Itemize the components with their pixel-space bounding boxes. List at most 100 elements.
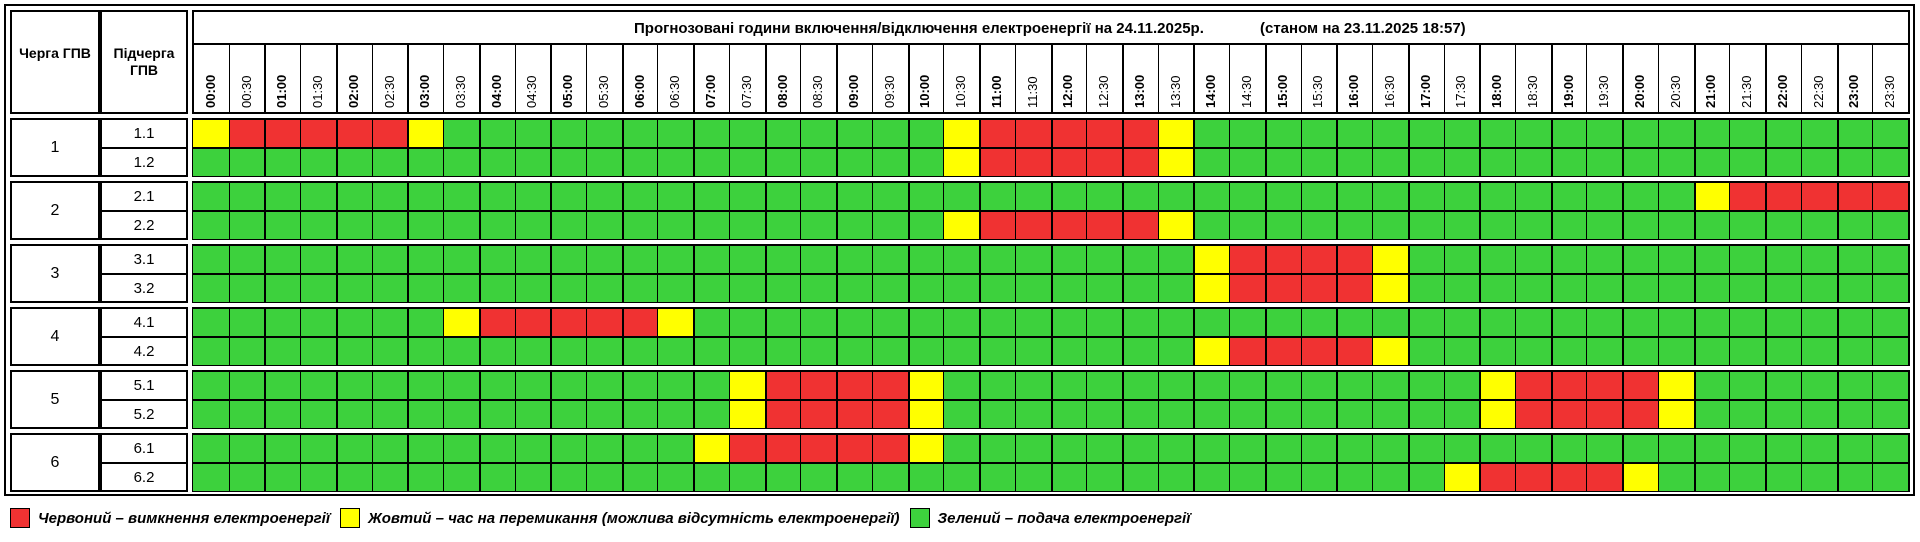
schedule-cell: [1872, 212, 1908, 239]
schedule-cell: [1515, 120, 1551, 147]
schedule-cell: [1872, 401, 1908, 428]
schedule-cell: [1515, 183, 1551, 210]
schedule-cell: [1551, 183, 1586, 210]
schedule-cell: [1265, 246, 1301, 273]
schedule-cell: [836, 372, 872, 399]
schedule-cell: [264, 435, 300, 462]
schedule-cell: [1765, 212, 1801, 239]
schedule-cell: [1658, 183, 1694, 210]
schedule-cell: [1015, 401, 1051, 428]
schedule-cell: [1051, 309, 1086, 336]
schedule-cell: [1694, 338, 1729, 365]
subqueue-label: 6.2: [133, 469, 155, 486]
queue-cell: 2: [10, 181, 100, 240]
schedule-cell: [1551, 246, 1586, 273]
schedule-cell: [979, 372, 1015, 399]
time-label: 03:30: [452, 75, 468, 108]
schedule-cell: [1193, 275, 1229, 302]
schedule-cell: [515, 372, 550, 399]
schedule-cell: [1694, 275, 1729, 302]
time-label: 00:00: [202, 74, 218, 108]
schedule-cell: [800, 401, 836, 428]
schedule-cell: [622, 372, 657, 399]
schedule-cell: [729, 246, 765, 273]
subqueue-label: 6.1: [133, 440, 155, 457]
schedule-cell: [1051, 435, 1086, 462]
time-label: 17:30: [1453, 75, 1469, 108]
schedule-cell: [479, 212, 515, 239]
schedule-cell: [1515, 372, 1551, 399]
schedule-cell: [729, 464, 765, 491]
schedule-cell: [1158, 309, 1193, 336]
schedule-cell: [229, 401, 264, 428]
legend-label-yellow: Жовтий – час на перемикання (можлива від…: [368, 509, 900, 527]
schedule-cell: [693, 275, 729, 302]
schedule-cell: [1658, 401, 1694, 428]
schedule-cell: [622, 183, 657, 210]
schedule-cell: [979, 275, 1015, 302]
schedule-cell: [1765, 246, 1801, 273]
schedule-cell: [1479, 372, 1515, 399]
schedule-cell: [765, 372, 800, 399]
schedule-cell: [800, 149, 836, 176]
schedule-cell: [1872, 120, 1908, 147]
schedule-cell: [1551, 435, 1586, 462]
schedule-cell: [979, 309, 1015, 336]
schedule-cell: [1408, 212, 1444, 239]
schedule-cell: [1622, 338, 1658, 365]
schedule-cell: [622, 435, 657, 462]
schedule-cell: [657, 372, 693, 399]
schedule-cell: [1265, 183, 1301, 210]
schedule-cell: [443, 246, 479, 273]
schedule-frame: [4, 4, 1915, 496]
schedule-cell: [1408, 372, 1444, 399]
schedule-cell: [765, 149, 800, 176]
header-divider: [515, 44, 516, 112]
schedule-cell: [800, 309, 836, 336]
schedule-cell: [300, 246, 336, 273]
schedule-cell: [1622, 372, 1658, 399]
header-divider: [693, 44, 695, 112]
schedule-cell: [407, 275, 443, 302]
schedule-cell: [1301, 246, 1336, 273]
time-label: 13:30: [1167, 75, 1183, 108]
schedule-cell: [1086, 401, 1122, 428]
schedule-cell: [193, 246, 229, 273]
schedule-cell: [1301, 401, 1336, 428]
header-divider: [300, 44, 301, 112]
schedule-cell: [1729, 464, 1765, 491]
schedule-cell: [1479, 120, 1515, 147]
schedule-cell: [229, 246, 264, 273]
red-swatch: [10, 508, 30, 528]
schedule-cell: [908, 149, 943, 176]
time-label: 02:30: [381, 75, 397, 108]
schedule-cell: [1586, 401, 1622, 428]
schedule-cell: [407, 338, 443, 365]
schedule-cell: [1158, 183, 1193, 210]
time-label: 23:30: [1882, 75, 1898, 108]
schedule-cell: [908, 464, 943, 491]
schedule-cell: [407, 183, 443, 210]
schedule-cell: [1086, 338, 1122, 365]
schedule-cell: [693, 149, 729, 176]
schedule-cell: [1479, 401, 1515, 428]
schedule-cell: [1765, 435, 1801, 462]
header-divider: [622, 44, 624, 112]
schedule-cell: [1086, 149, 1122, 176]
time-label: 11:30: [1024, 76, 1040, 108]
schedule-cell: [622, 309, 657, 336]
header-divider: [836, 44, 838, 112]
time-label: 01:30: [310, 75, 326, 108]
schedule-cell: [1051, 372, 1086, 399]
schedule-cell: [1122, 464, 1158, 491]
schedule-cell: [1193, 309, 1229, 336]
schedule-cell: [336, 246, 372, 273]
schedule-cell: [1122, 401, 1158, 428]
schedule-cell: [1229, 338, 1265, 365]
header-divider: [1265, 44, 1267, 112]
schedule-cell: [193, 149, 229, 176]
schedule-cell: [443, 372, 479, 399]
schedule-cell: [1372, 464, 1408, 491]
schedule-cell: [657, 212, 693, 239]
schedule-cell: [336, 149, 372, 176]
